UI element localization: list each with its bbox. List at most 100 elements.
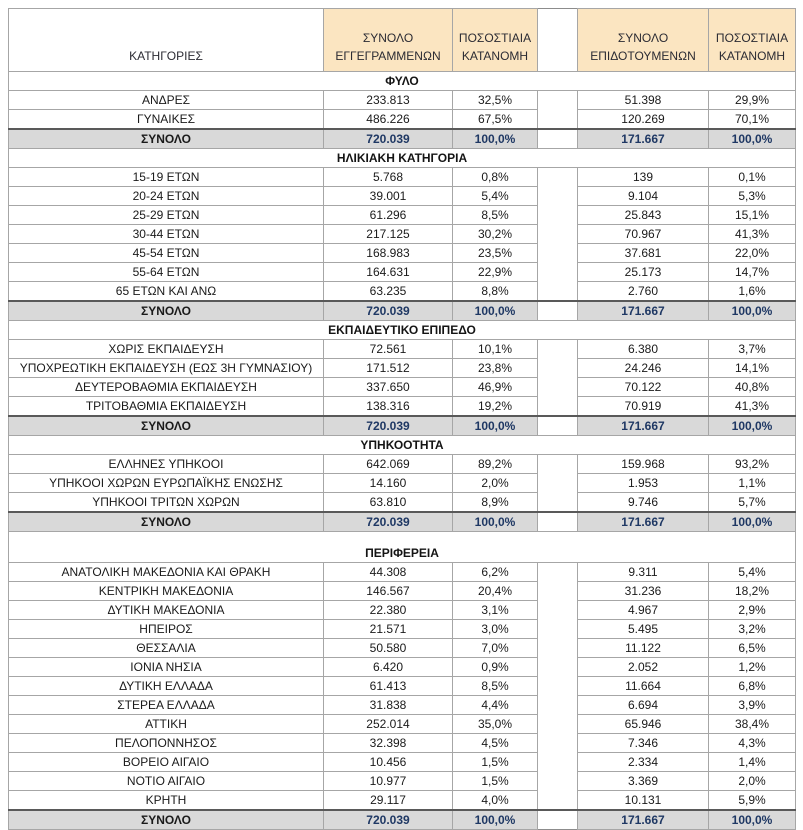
total-registered-pct-cell: 100,0% [452, 300, 538, 321]
registered-pct-cell: 89,2% [452, 454, 538, 474]
separator-cell [537, 167, 578, 187]
category-cell: 45-54 ΕΤΩΝ [8, 243, 324, 263]
registered-total-cell: 50.580 [323, 638, 453, 658]
registered-total-cell: 168.983 [323, 243, 453, 263]
total-registered-pct-cell: 100,0% [452, 415, 538, 436]
registered-total-cell: 21.571 [323, 619, 453, 639]
registered-total-cell: 217.125 [323, 224, 453, 244]
registered-pct-cell: 67,5% [452, 109, 538, 130]
subsidized-pct-cell: 15,1% [708, 205, 796, 225]
total-registered-cell: 720.039 [323, 128, 453, 149]
subsidized-total-cell: 2.760 [577, 281, 709, 302]
separator-column-header [537, 8, 578, 72]
separator-cell [537, 600, 578, 620]
separator-cell [537, 243, 578, 263]
total-subsidized-pct-cell: 100,0% [708, 128, 796, 149]
subsidized-total-cell: 1.953 [577, 473, 709, 493]
category-cell: 20-24 ΕΤΩΝ [8, 186, 324, 206]
registered-pct-cell: 35,0% [452, 714, 538, 734]
category-cell: ΘΕΣΣΑΛΙΑ [8, 638, 324, 658]
registered-total-cell: 22.380 [323, 600, 453, 620]
separator-cell [537, 224, 578, 244]
subsidized-total-cell: 24.246 [577, 358, 709, 378]
registered-pct-cell: 1,5% [452, 752, 538, 772]
subsidized-total-cell: 31.236 [577, 581, 709, 601]
registered-total-cell: 138.316 [323, 396, 453, 417]
data-row: 20-24 ΕΤΩΝ 39.001 5,4% 9.104 5,3% [8, 186, 796, 206]
subsidized-pct-cell: 29,9% [708, 90, 796, 110]
subsidized-total-cell: 9.104 [577, 186, 709, 206]
separator-cell [537, 396, 578, 416]
subsidized-pct-cell: 3,7% [708, 339, 796, 359]
subsidized-pct-cell: 1,1% [708, 473, 796, 493]
spacer-row [8, 531, 796, 544]
subsidized-total-cell: 3.369 [577, 771, 709, 791]
data-row: ΔΥΤΙΚΗ ΕΛΛΑΔΑ 61.413 8,5% 11.664 6,8% [8, 676, 796, 696]
separator-cell [537, 511, 578, 532]
separator-cell [537, 771, 578, 791]
separator-cell [537, 300, 578, 321]
registered-subsidized-table: ΚΑΤΗΓΟΡΙΕΣ ΣΥΝΟΛΟ ΕΓΓΕΓΡΑΜΜΕΝΩΝ ΠΟΣΟΣΤΙΑ… [8, 8, 796, 830]
category-cell: ΣΤΕΡΕΑ ΕΛΛΑΔΑ [8, 695, 324, 715]
data-row: ΔΥΤΙΚΗ ΜΑΚΕΔΟΝΙΑ 22.380 3,1% 4.967 2,9% [8, 600, 796, 620]
registered-total-cell: 14.160 [323, 473, 453, 493]
data-row: ΥΠΟΧΡΕΩΤΙΚΗ ΕΚΠΑΙΔΕΥΣΗ (ΕΩΣ 3Η ΓΥΜΝΑΣΙΟΥ… [8, 358, 796, 378]
data-row: 15-19 ΕΤΩΝ 5.768 0,8% 139 0,1% [8, 167, 796, 187]
subsidized-total-cell: 9.746 [577, 492, 709, 513]
data-row: ΣΤΕΡΕΑ ΕΛΛΑΔΑ 31.838 4,4% 6.694 3,9% [8, 695, 796, 715]
total-row: ΣΥΝΟΛΟ 720.039 100,0% 171.667 100,0% [8, 809, 796, 830]
subsidized-pct-cell: 3,2% [708, 619, 796, 639]
category-cell: ΑΝΑΤΟΛΙΚΗ ΜΑΚΕΔΟΝΙΑ ΚΑΙ ΘΡΑΚΗ [8, 562, 324, 582]
subsidized-total-cell: 11.122 [577, 638, 709, 658]
separator-cell [537, 377, 578, 397]
subsidized-pct-cell: 22,0% [708, 243, 796, 263]
total-row: ΣΥΝΟΛΟ 720.039 100,0% 171.667 100,0% [8, 128, 796, 149]
category-cell: ΒΟΡΕΙΟ ΑΙΓΑΙΟ [8, 752, 324, 772]
column-header-registered-pct: ΠΟΣΟΣΤΙΑΙΑ ΚΑΤΑΝΟΜΗ [452, 8, 538, 72]
registered-total-cell: 32.398 [323, 733, 453, 753]
registered-pct-cell: 4,5% [452, 733, 538, 753]
data-row: ΚΡΗΤΗ 29.117 4,0% 10.131 5,9% [8, 790, 796, 811]
subsidized-pct-cell: 41,3% [708, 396, 796, 417]
total-registered-cell: 720.039 [323, 415, 453, 436]
registered-total-cell: 10.977 [323, 771, 453, 791]
subsidized-total-cell: 2.052 [577, 657, 709, 677]
category-cell: ΗΠΕΙΡΟΣ [8, 619, 324, 639]
total-registered-pct-cell: 100,0% [452, 128, 538, 149]
subsidized-total-cell: 159.968 [577, 454, 709, 474]
subsidized-pct-cell: 5,4% [708, 562, 796, 582]
category-cell: ΥΠΗΚΟΟΙ ΤΡΙΤΩΝ ΧΩΡΩΝ [8, 492, 324, 513]
registered-pct-cell: 4,4% [452, 695, 538, 715]
subsidized-pct-cell: 1,4% [708, 752, 796, 772]
total-subsidized-cell: 171.667 [577, 300, 709, 321]
total-label-cell: ΣΥΝΟΛΟ [8, 415, 324, 436]
total-label-cell: ΣΥΝΟΛΟ [8, 809, 324, 830]
category-cell: 25-29 ΕΤΩΝ [8, 205, 324, 225]
section-title-row: ΠΕΡΙΦΕΡΕΙΑ [8, 544, 796, 563]
registered-pct-cell: 10,1% [452, 339, 538, 359]
subsidized-total-cell: 6.380 [577, 339, 709, 359]
data-row: 45-54 ΕΤΩΝ 168.983 23,5% 37.681 22,0% [8, 243, 796, 263]
registered-total-cell: 252.014 [323, 714, 453, 734]
category-cell: ΤΡΙΤΟΒΑΘΜΙΑ ΕΚΠΑΙΔΕΥΣΗ [8, 396, 324, 417]
registered-pct-cell: 0,8% [452, 167, 538, 187]
subsidized-pct-cell: 14,7% [708, 262, 796, 282]
category-cell: ΥΠΗΚΟΟΙ ΧΩΡΩΝ ΕΥΡΩΠΑΪΚΗΣ ΕΝΩΣΗΣ [8, 473, 324, 493]
section-title: ΗΛΙΚΙΑΚΗ ΚΑΤΗΓΟΡΙΑ [8, 148, 796, 168]
registered-total-cell: 61.296 [323, 205, 453, 225]
subsidized-pct-cell: 1,6% [708, 281, 796, 302]
category-cell: 15-19 ΕΤΩΝ [8, 167, 324, 187]
data-row: ΥΠΗΚΟΟΙ ΤΡΙΤΩΝ ΧΩΡΩΝ 63.810 8,9% 9.746 5,7% [8, 492, 796, 513]
category-cell: ΔΥΤΙΚΗ ΕΛΛΑΔΑ [8, 676, 324, 696]
total-subsidized-pct-cell: 100,0% [708, 415, 796, 436]
column-header-subsidized-total: ΣΥΝΟΛΟ ΕΠΙΔΟΤΟΥΜΕΝΩΝ [577, 8, 709, 72]
category-cell: ΙΟΝΙΑ ΝΗΣΙΑ [8, 657, 324, 677]
registered-pct-cell: 3,0% [452, 619, 538, 639]
subsidized-total-cell: 70.919 [577, 396, 709, 417]
section-title: ΠΕΡΙΦΕΡΕΙΑ [8, 544, 796, 563]
subsidized-pct-cell: 70,1% [708, 109, 796, 130]
subsidized-pct-cell: 5,7% [708, 492, 796, 513]
total-label-cell: ΣΥΝΟΛΟ [8, 511, 324, 532]
subsidized-total-cell: 25.173 [577, 262, 709, 282]
total-registered-cell: 720.039 [323, 511, 453, 532]
